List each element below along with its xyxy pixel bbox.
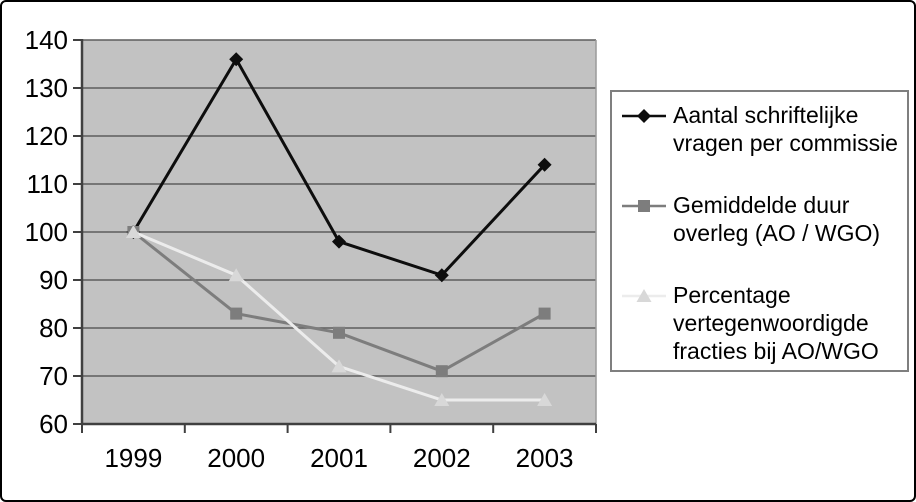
y-tick-label: 60 <box>39 409 68 439</box>
x-tick-label: 2002 <box>413 443 471 473</box>
square-marker <box>538 307 551 320</box>
square-marker <box>333 326 345 339</box>
legend-square-marker-icon <box>622 200 666 212</box>
legend-triangle-marker-icon <box>622 289 666 302</box>
triangle-marker <box>228 268 244 282</box>
x-tick-label: 2000 <box>207 443 265 473</box>
x-tick-label: 2003 <box>516 443 574 473</box>
legend-square <box>638 200 650 212</box>
triangle-marker <box>331 359 347 373</box>
diamond-marker <box>537 157 552 172</box>
diamond-marker <box>229 52 244 67</box>
legend-triangle <box>636 289 652 302</box>
legend-label: Gemiddelde duur overleg (AO / WGO) <box>673 192 881 246</box>
series-2 <box>125 225 553 406</box>
legend-diamond <box>637 109 651 123</box>
diamond-marker <box>332 234 346 249</box>
y-tick-label: 130 <box>25 73 68 103</box>
legend-label: Percentage vertegenwoordigde fracties bi… <box>673 282 879 364</box>
y-tick-label: 90 <box>39 265 68 295</box>
y-tick-label: 80 <box>39 313 68 343</box>
legend-entry-percentage-fracties: Percentage vertegenwoordigde fracties bi… <box>622 281 901 365</box>
chart-legend: Aantal schriftelijke vragen per commissi… <box>610 90 909 372</box>
square-marker <box>435 365 448 378</box>
square-marker <box>230 307 243 320</box>
triangle-marker <box>434 393 450 406</box>
diamond-marker <box>434 268 449 283</box>
legend-diamond-marker-icon <box>622 109 666 123</box>
x-tick-label: 1999 <box>104 443 162 473</box>
triangle-marker <box>537 393 553 406</box>
triangle-marker <box>125 225 141 238</box>
x-tick-label: 2001 <box>310 443 368 473</box>
legend-entry-gemiddelde-duur-overleg: Gemiddelde duur overleg (AO / WGO) <box>622 191 901 247</box>
y-tick-label: 70 <box>39 361 68 391</box>
legend-entry-aantal-schriftelijke-vragen: Aantal schriftelijke vragen per commissi… <box>622 101 901 157</box>
y-tick-label: 110 <box>27 169 68 199</box>
y-tick-label: 120 <box>25 121 68 151</box>
y-tick-label: 140 <box>25 25 68 55</box>
y-tick-label: 100 <box>25 217 68 247</box>
legend-label: Aantal schriftelijke vragen per commissi… <box>673 102 898 156</box>
